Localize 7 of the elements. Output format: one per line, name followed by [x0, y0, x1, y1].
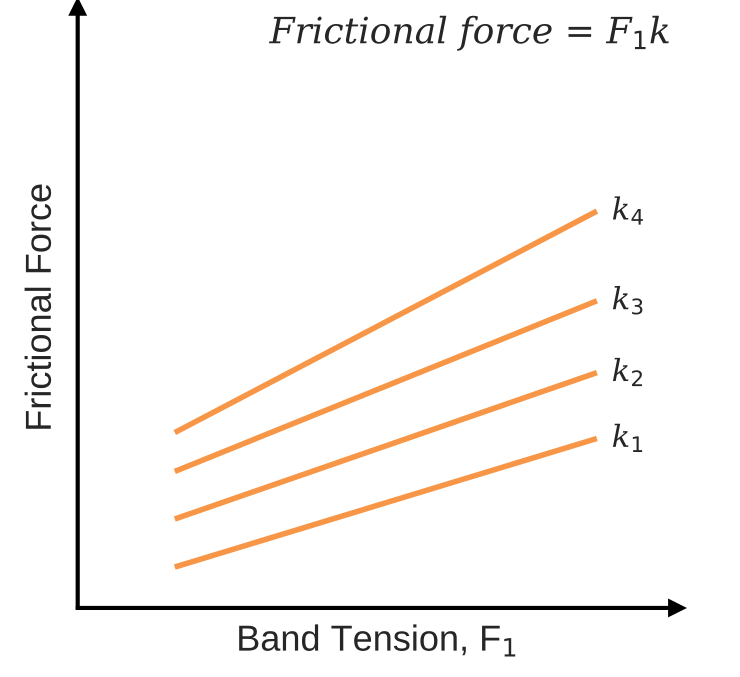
chart-title: Frictional force = F$_{1}$k: [269, 16, 669, 51]
y-axis-title: Frictional Force: [24, 184, 52, 429]
x-axis-title: Band Tension, F$_{1}$: [239, 624, 516, 657]
series-label: k$_{2}$: [612, 358, 642, 386]
series-label: k$_{4}$: [612, 196, 643, 225]
series-label: k$_{3}$: [612, 286, 642, 315]
series-label: k$_{1}$: [612, 424, 642, 452]
